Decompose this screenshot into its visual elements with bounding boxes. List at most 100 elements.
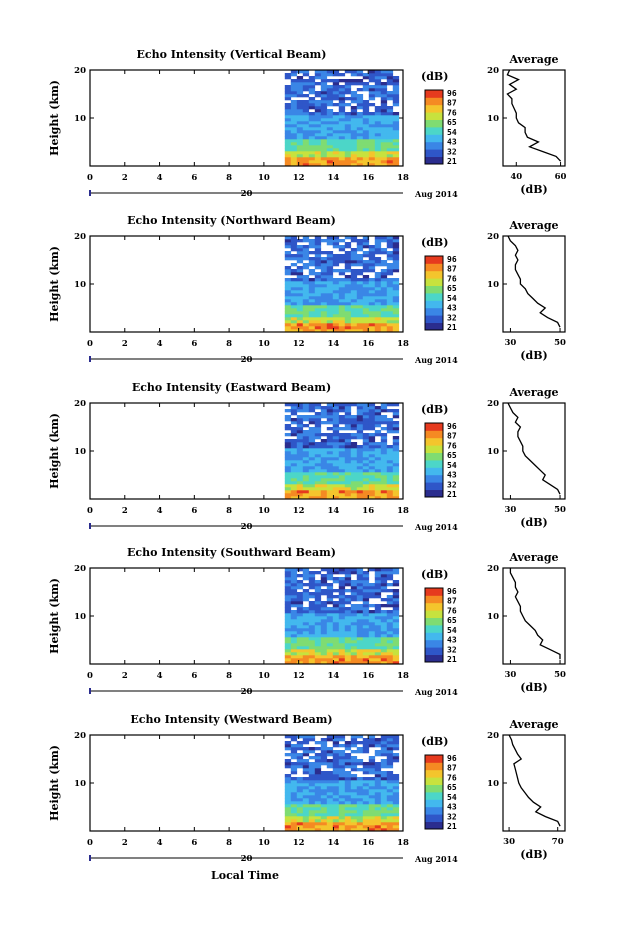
heatmap-cell <box>380 142 388 146</box>
heatmap-cell <box>332 819 340 823</box>
heatmap-cell <box>338 616 346 620</box>
heatmap-cell <box>368 148 376 152</box>
heatmap-cell <box>344 79 352 83</box>
heatmap-cell <box>386 460 394 464</box>
heatmap-cell <box>356 780 364 784</box>
heatmap-cell <box>362 810 370 814</box>
heatmap-cell <box>302 472 310 476</box>
heatmap-cell <box>350 652 358 656</box>
colorbar-segment <box>425 328 443 331</box>
heatmap-cell <box>350 463 358 467</box>
heatmap-cell <box>350 70 358 74</box>
colorbar-segment <box>425 257 443 261</box>
heatmap-cell <box>320 311 328 315</box>
colorbar-segment <box>425 320 443 323</box>
heatmap-cell <box>368 625 376 629</box>
heatmap-cell <box>344 649 352 653</box>
heatmap-cell <box>392 311 400 315</box>
heatmap-cell <box>284 586 292 590</box>
heatmap-cell <box>368 478 376 482</box>
heatmap-cell <box>362 148 370 152</box>
heatmap-cell <box>302 106 310 110</box>
heatmap-cell <box>386 634 394 638</box>
heatmap-cell <box>350 257 358 261</box>
colorbar-tick-label: 43 <box>447 803 457 812</box>
heatmap-cell <box>302 79 310 83</box>
heatmap-cell <box>392 308 400 312</box>
heatmap-cell <box>314 490 322 494</box>
heatmap-cell <box>302 804 310 808</box>
heatmap-cell <box>392 801 400 805</box>
heatmap-cell <box>350 792 358 796</box>
heatmap-cell <box>338 418 346 422</box>
heatmap-cell <box>374 463 382 467</box>
heatmap-cell <box>386 762 394 766</box>
heatmap-cell <box>362 160 370 164</box>
heatmap-cell <box>344 245 352 249</box>
heatmap-cell <box>314 436 322 440</box>
heatmap-cell <box>296 100 304 104</box>
colorbar-segment <box>425 613 443 617</box>
heatmap-cell <box>386 571 394 575</box>
colorbar-segment <box>425 280 443 283</box>
heatmap-cell <box>386 828 394 832</box>
heatmap-cell <box>314 430 322 434</box>
heatmap-cell <box>296 586 304 590</box>
heatmap-cell <box>392 463 400 467</box>
heatmap-cell <box>296 451 304 455</box>
heatmap-cell <box>392 646 400 650</box>
heatmap-cell <box>362 789 370 793</box>
x-tick-label: 12 <box>293 671 305 681</box>
heatmap-cell <box>392 472 400 476</box>
heatmap-cell <box>326 804 334 808</box>
heatmap-cell <box>302 460 310 464</box>
colorbar-segment <box>425 634 443 637</box>
avg-title: Average <box>508 551 558 564</box>
heatmap-cell <box>284 741 292 745</box>
heatmap-cell <box>362 100 370 104</box>
heatmap-cell <box>380 311 388 315</box>
heatmap-cell <box>338 293 346 297</box>
heatmap-cell <box>284 163 292 167</box>
heatmap-cell <box>374 637 382 641</box>
heatmap-cell <box>284 118 292 122</box>
heatmap-cell <box>314 792 322 796</box>
heatmap-cell <box>332 260 340 264</box>
heatmap-cell <box>308 466 316 470</box>
heatmap-cell <box>314 148 322 152</box>
heatmap-cell <box>320 472 328 476</box>
heatmap-cell <box>392 738 400 742</box>
heatmap-cell <box>380 493 388 497</box>
heatmap-cell <box>332 661 340 665</box>
heatmap-cell <box>356 750 364 754</box>
heatmap-cell <box>344 323 352 327</box>
heatmap-cell <box>314 145 322 149</box>
heatmap-cell <box>380 284 388 288</box>
heatmap-cells <box>284 70 400 167</box>
heatmap-cell <box>320 643 328 647</box>
heatmap-cell <box>356 457 364 461</box>
heatmap-cell <box>368 454 376 458</box>
heatmap-cell <box>332 628 340 632</box>
colorbar-segment <box>425 91 443 95</box>
heatmap-cell <box>344 469 352 473</box>
heatmap-cell <box>332 70 340 74</box>
heatmap-cell <box>362 496 370 500</box>
heatmap-cell <box>350 487 358 491</box>
heatmap-cell <box>290 127 298 131</box>
heatmap-cell <box>374 160 382 164</box>
heatmap-cell <box>380 496 388 500</box>
heatmap-cell <box>326 792 334 796</box>
heatmap-cell <box>302 628 310 632</box>
heatmap-cell <box>290 613 298 617</box>
heatmap-cell <box>308 100 316 104</box>
heatmap-cell <box>380 828 388 832</box>
heatmap-cell <box>356 577 364 581</box>
heatmap-cell <box>350 457 358 461</box>
heatmap-cell <box>326 94 334 98</box>
colorbar-segment <box>425 806 443 810</box>
heatmap-cell <box>296 592 304 596</box>
heatmap-cell <box>302 777 310 781</box>
heatmap-cell <box>380 290 388 294</box>
